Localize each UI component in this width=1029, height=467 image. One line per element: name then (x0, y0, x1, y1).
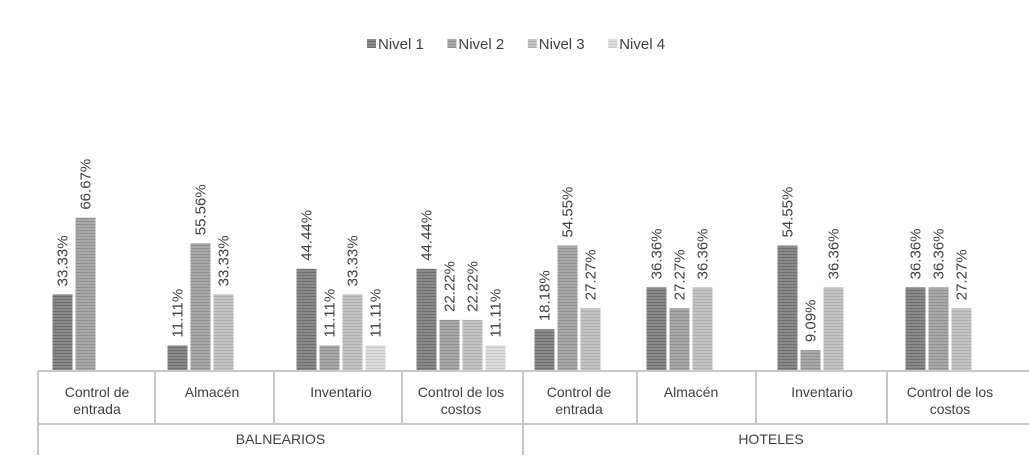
bar-hoteles-2-nivel-2 (669, 308, 690, 371)
category-label: Inventario (310, 384, 372, 400)
data-label: 27.27% (954, 249, 971, 300)
data-label: 44.44% (299, 210, 316, 261)
data-label: 33.33% (216, 235, 233, 286)
data-label: 11.11% (488, 289, 505, 338)
legend-label-4: Nivel 4 (619, 36, 665, 53)
category-label: Control de (65, 384, 130, 400)
data-label: 27.27% (672, 249, 689, 300)
data-label: 9.09% (803, 300, 820, 343)
bar-balnearios-4-nivel-3 (462, 319, 483, 371)
data-label: 54.55% (780, 187, 797, 238)
category-label: Control de los (418, 384, 504, 400)
legend-label-2: Nivel 2 (458, 36, 504, 53)
bar-hoteles-1-nivel-1 (534, 329, 555, 371)
category-label: Inventario (791, 384, 853, 400)
bar-hoteles-4-nivel-1 (905, 287, 926, 371)
bars-layer: 33.33% 66.67% 11.11% 55.56% 33.33% 44.44% 11.1… (52, 159, 972, 371)
bar-hoteles-1-nivel-2 (557, 245, 578, 371)
data-label: 11.11% (368, 289, 385, 338)
bar-balnearios-2-nivel-2 (190, 243, 211, 371)
group-label-hoteles: HOTELES (738, 431, 803, 447)
bar-balnearios-2-nivel-3 (213, 294, 234, 371)
data-label: 55.56% (193, 184, 210, 235)
bar-hoteles-1-nivel-3 (580, 308, 601, 371)
legend-swatch-4 (608, 39, 618, 48)
bar-hoteles-3-nivel-2 (800, 350, 821, 371)
legend-swatch-3 (527, 39, 537, 48)
legend-label-1: Nivel 1 (378, 36, 424, 53)
bar-balnearios-2-nivel-1 (167, 345, 188, 371)
data-label: 11.11% (322, 289, 339, 338)
data-label: 44.44% (419, 210, 436, 261)
category-label: Almacén (185, 384, 239, 400)
bar-hoteles-3-nivel-3 (823, 287, 844, 371)
bar-balnearios-1-nivel-2 (75, 217, 96, 371)
category-label: entrada (73, 401, 121, 417)
bar-balnearios-3-nivel-2 (319, 345, 340, 371)
legend-label-3: Nivel 3 (539, 36, 585, 53)
category-label: Almacén (664, 384, 718, 400)
bar-hoteles-2-nivel-1 (646, 287, 667, 371)
data-label: 36.36% (931, 228, 948, 279)
data-label: 36.36% (695, 228, 712, 279)
bar-balnearios-3-nivel-1 (296, 268, 317, 371)
bar-balnearios-3-nivel-3 (342, 294, 363, 371)
data-label: 66.67% (78, 159, 95, 210)
data-label: 11.11% (170, 289, 187, 338)
bar-hoteles-2-nivel-3 (692, 287, 713, 371)
data-label: 33.33% (345, 235, 362, 286)
data-label: 36.36% (826, 228, 843, 279)
chart-legend: Nivel 1 Nivel 2 Nivel 3 Nivel 4 (367, 36, 665, 53)
data-label: 36.36% (649, 228, 666, 279)
category-label: entrada (555, 401, 603, 417)
category-label: Control de los (907, 384, 993, 400)
bar-balnearios-1-nivel-1 (52, 294, 73, 371)
data-label: 54.55% (560, 187, 577, 238)
bar-balnearios-4-nivel-1 (416, 268, 437, 371)
category-label: costos (930, 401, 970, 417)
bar-hoteles-4-nivel-2 (928, 287, 949, 371)
bar-hoteles-3-nivel-1 (777, 245, 798, 371)
bar-balnearios-4-nivel-2 (439, 319, 460, 371)
category-label: Control de (547, 384, 612, 400)
group-label-balnearios: BALNEARIOS (236, 431, 325, 447)
bar-balnearios-4-nivel-4 (485, 345, 506, 371)
category-label: costos (441, 401, 481, 417)
data-label: 27.27% (583, 249, 600, 300)
data-label: 18.18% (537, 270, 554, 321)
data-label: 22.22% (442, 261, 459, 312)
legend-swatch-2 (447, 39, 457, 48)
data-label: 33.33% (55, 235, 72, 286)
bar-hoteles-4-nivel-3 (951, 308, 972, 371)
bar-balnearios-3-nivel-4 (365, 345, 386, 371)
legend-swatch-1 (367, 39, 376, 48)
data-label: 22.22% (465, 261, 482, 312)
data-label: 36.36% (908, 228, 925, 279)
